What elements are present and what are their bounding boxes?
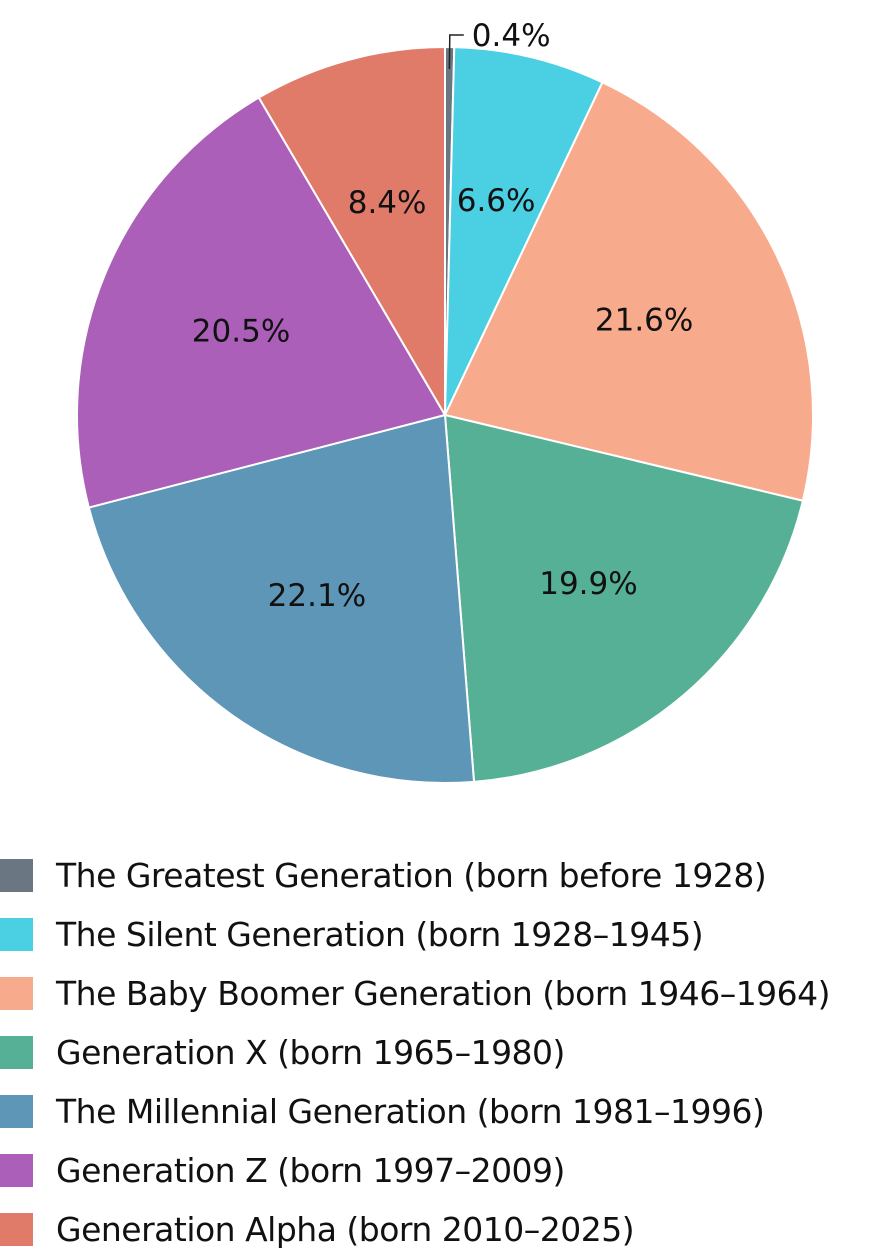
pie-slice-6	[257, 45, 446, 419]
legend-item-0: The Greatest Generation (born before 192…	[0, 855, 767, 895]
slice-label-5: 20.5%	[192, 313, 290, 349]
pie-slice-2	[443, 81, 814, 502]
legend-swatch-4	[0, 1094, 33, 1128]
pie-slice-5	[76, 96, 447, 509]
pie-slice-1	[444, 46, 604, 416]
legend-swatch-3	[0, 1035, 33, 1069]
slice-label-4: 22.1%	[268, 578, 366, 614]
legend-item-5: Generation Z (born 1997–2009)	[0, 1150, 565, 1190]
legend-swatch-5	[0, 1153, 33, 1187]
legend-item-4: The Millennial Generation (born 1981–199…	[0, 1091, 765, 1131]
legend-swatch-6	[0, 1212, 33, 1246]
pie-slice-4	[87, 413, 476, 784]
legend-label-3: Generation X (born 1965–1980)	[56, 1032, 565, 1072]
legend-item-2: The Baby Boomer Generation (born 1946–19…	[0, 973, 831, 1013]
legend-label-2: The Baby Boomer Generation (born 1946–19…	[56, 973, 831, 1013]
pie-slice-3	[443, 413, 805, 783]
slice-label-1: 6.6%	[457, 183, 536, 219]
leader-line-0	[448, 34, 464, 70]
legend-swatch-0	[0, 858, 33, 892]
slice-label-0: 0.4%	[472, 18, 551, 54]
pie-chart: 0.4% 6.6% 21.6% 19.9% 22.1% 20.5% 8.4%	[76, 18, 814, 784]
legend-label-0: The Greatest Generation (born before 192…	[56, 855, 767, 895]
legend-item-1: The Silent Generation (born 1928–1945)	[0, 914, 704, 954]
legend-label-1: The Silent Generation (born 1928–1945)	[56, 914, 704, 954]
slice-label-6: 8.4%	[348, 185, 427, 221]
slice-label-3: 19.9%	[539, 566, 637, 602]
legend-label-4: The Millennial Generation (born 1981–199…	[56, 1091, 765, 1131]
legend-swatch-2	[0, 976, 33, 1010]
legend-item-6: Generation Alpha (born 2010–2025)	[0, 1209, 635, 1249]
slice-label-2: 21.6%	[595, 303, 693, 339]
legend-label-5: Generation Z (born 1997–2009)	[56, 1150, 565, 1190]
legend-swatch-1	[0, 917, 33, 951]
legend-item-3: Generation X (born 1965–1980)	[0, 1032, 565, 1072]
legend-label-6: Generation Alpha (born 2010–2025)	[56, 1209, 635, 1249]
